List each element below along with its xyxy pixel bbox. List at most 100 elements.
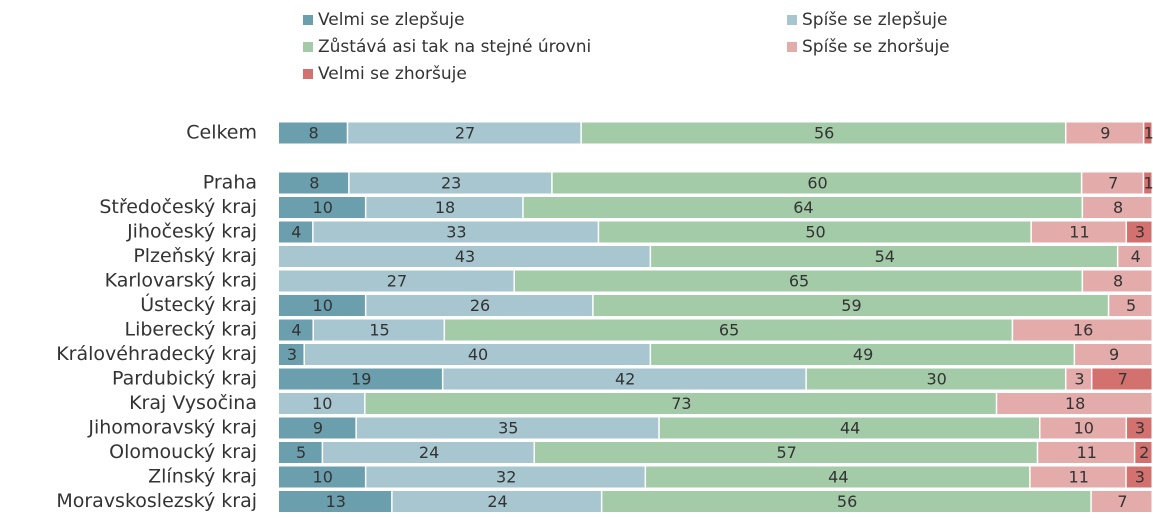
bar-segment: [1118, 246, 1152, 267]
value-label: 9: [1100, 124, 1110, 143]
value-label: 7: [1118, 370, 1128, 389]
bar-segment: [593, 295, 1108, 316]
legend-swatch: [303, 15, 313, 25]
value-label: 4: [291, 223, 301, 242]
bar-segment: [443, 368, 806, 390]
category-label: Jihočeský kraj: [126, 221, 257, 243]
bar-segment: [1091, 491, 1152, 512]
bar-segment: [552, 172, 1081, 194]
bar-segment: [1109, 295, 1152, 316]
value-label: 27: [387, 272, 407, 291]
value-label: 18: [1065, 394, 1085, 413]
bar-segment: [1092, 368, 1152, 390]
value-label: 4: [291, 321, 301, 340]
value-label: 44: [840, 419, 860, 438]
value-label: 65: [719, 321, 739, 340]
bar-segment: [279, 466, 365, 488]
value-label: 56: [814, 124, 834, 143]
category-label: Olomoucký kraj: [109, 441, 257, 463]
value-label: 1: [1143, 174, 1153, 193]
bar-segment: [348, 122, 581, 144]
value-label: 11: [1069, 223, 1089, 242]
value-label: 7: [1117, 492, 1127, 511]
value-label: 35: [498, 419, 518, 438]
bar-segment: [279, 270, 514, 292]
bar-segment: [1083, 197, 1152, 218]
bar-segment: [581, 122, 1065, 144]
bar-segment: [279, 172, 349, 194]
bar-segment: [313, 221, 598, 243]
bar-segment: [279, 319, 313, 341]
legend-label: Velmi se zlepšuje: [318, 10, 465, 30]
value-label: 18: [435, 198, 455, 217]
bar-segment: [1144, 122, 1152, 144]
bar-segment: [279, 417, 356, 439]
value-label: 23: [441, 174, 461, 193]
value-label: 30: [926, 370, 946, 389]
category-label: Kraj Vysočina: [129, 392, 257, 414]
bar-segment: [279, 491, 392, 512]
category-label: Středočeský kraj: [99, 196, 257, 218]
value-label: 11: [1077, 443, 1097, 462]
bar-segment: [279, 246, 650, 267]
value-label: 2: [1139, 443, 1149, 462]
value-label: 3: [1135, 419, 1145, 438]
bar-segment: [997, 393, 1152, 414]
bar-segment: [1038, 442, 1134, 463]
bar-segment: [1127, 221, 1152, 243]
category-label: Královéhradecký kraj: [56, 343, 257, 365]
bar-segment: [445, 319, 1012, 341]
bar-segment: [323, 442, 534, 463]
bar-segment: [1013, 319, 1152, 341]
value-label: 3: [1074, 370, 1084, 389]
bar-segment: [1040, 417, 1126, 439]
value-label: 27: [455, 124, 475, 143]
bar-segment: [279, 393, 365, 414]
bar-segment: [279, 442, 322, 463]
value-label: 59: [841, 296, 861, 315]
value-label: 16: [1073, 321, 1093, 340]
bar-segment: [279, 197, 365, 218]
bar-segment: [392, 491, 601, 512]
bar-segment: [313, 319, 444, 341]
category-label: Jihomoravský kraj: [87, 417, 257, 439]
value-label: 15: [369, 321, 389, 340]
category-label: Zlínský kraj: [148, 466, 257, 488]
bar-segment: [659, 417, 1040, 439]
value-label: 43: [455, 247, 475, 266]
value-label: 10: [313, 198, 333, 217]
value-label: 65: [789, 272, 809, 291]
value-label: 3: [1135, 468, 1145, 487]
legend-swatch: [303, 69, 313, 79]
value-label: 9: [1109, 345, 1119, 364]
bar-segment: [806, 368, 1065, 390]
category-label: Karlovarský kraj: [105, 270, 257, 292]
bar-segment: [356, 417, 659, 439]
bar-segment: [279, 344, 304, 365]
value-label: 5: [296, 443, 306, 462]
bar-segment: [602, 491, 1091, 512]
bar-segment: [535, 442, 1037, 463]
value-label: 40: [468, 345, 488, 364]
value-label: 13: [326, 492, 346, 511]
value-label: 3: [287, 345, 297, 364]
value-label: 32: [496, 468, 516, 487]
value-label: 19: [351, 370, 371, 389]
value-label: 8: [309, 174, 319, 193]
legend-swatch: [787, 15, 797, 25]
value-label: 26: [470, 296, 490, 315]
value-label: 10: [312, 394, 332, 413]
value-label: 54: [875, 247, 895, 266]
bar-segment: [1126, 466, 1152, 488]
value-label: 3: [1135, 223, 1145, 242]
value-label: 42: [615, 370, 635, 389]
bar-segment: [514, 270, 1082, 292]
bar-segment: [651, 344, 1074, 365]
value-label: 10: [313, 468, 333, 487]
bar-segment: [1135, 442, 1152, 463]
value-label: 5: [1126, 296, 1136, 315]
category-label: Ústecký kraj: [140, 292, 257, 316]
bar-segment: [365, 393, 996, 414]
bar-segment: [366, 197, 523, 218]
value-label: 8: [1113, 198, 1123, 217]
